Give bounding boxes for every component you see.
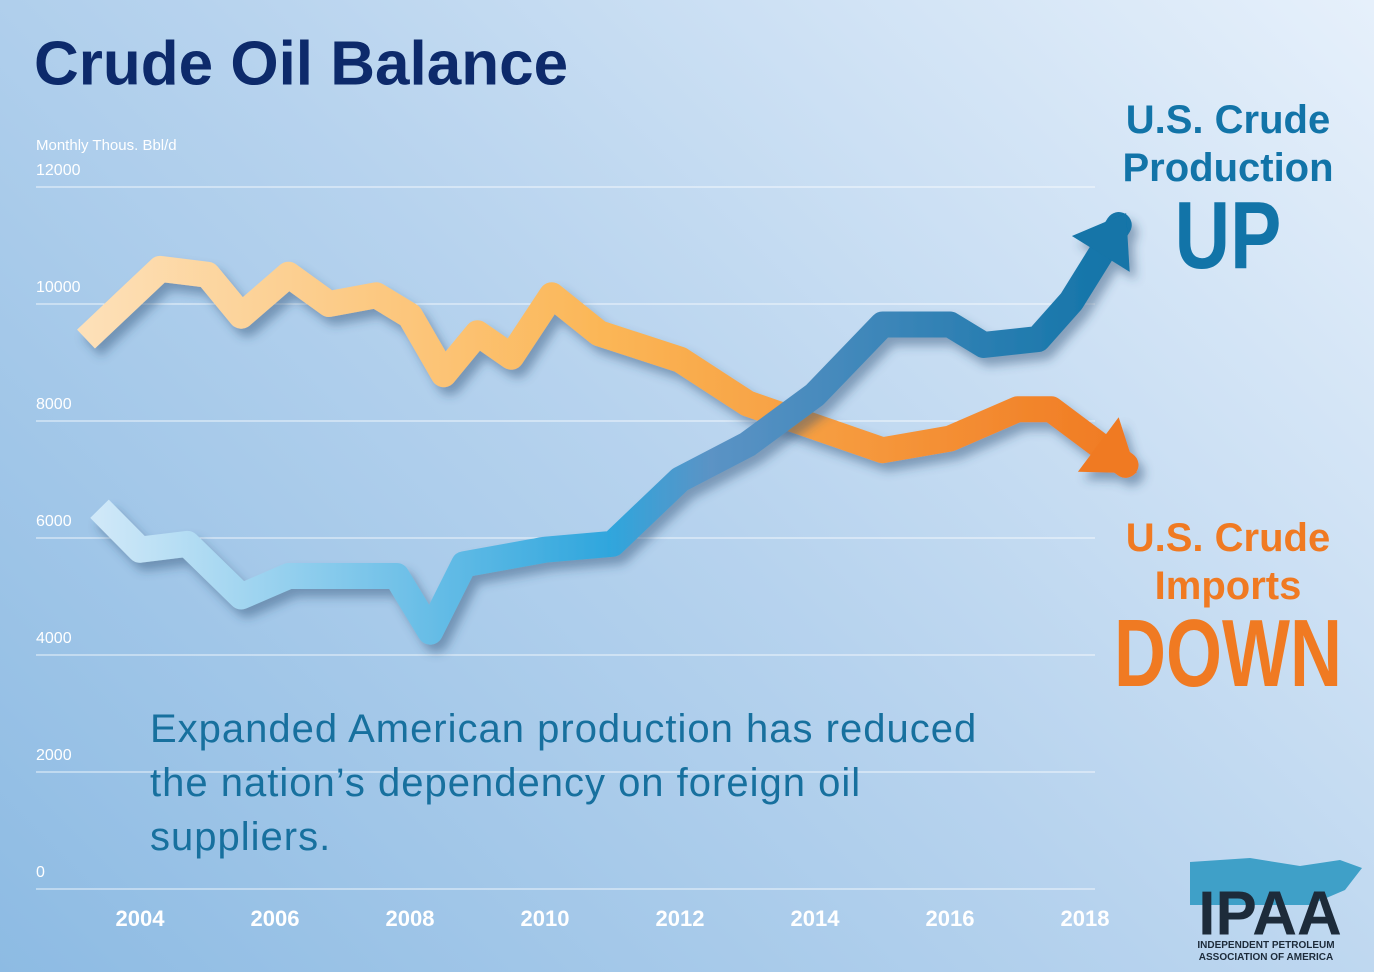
y-axis-label: Monthly Thous. Bbl/d xyxy=(36,137,177,154)
y-tick-label: 10000 xyxy=(36,279,81,296)
y-tick-label: 0 xyxy=(36,864,45,881)
y-tick-label: 4000 xyxy=(36,630,72,647)
y-tick-label: 12000 xyxy=(36,162,81,179)
logo-subtitle: INDEPENDENT PETROLEUM ASSOCIATION OF AME… xyxy=(1197,940,1335,963)
imports-down: DOWN xyxy=(1114,600,1342,707)
x-tick-label: 2018 xyxy=(1061,906,1110,931)
y-tick-label: 2000 xyxy=(36,747,72,764)
series-line xyxy=(90,212,1132,645)
production-up: UP xyxy=(1174,182,1282,289)
chart-title: Crude Oil Balance xyxy=(34,29,568,98)
x-tick-label: 2004 xyxy=(116,906,166,931)
x-tick-label: 2012 xyxy=(656,906,705,931)
series-group xyxy=(77,255,1139,478)
logo-map xyxy=(1190,858,1362,905)
x-tick-label: 2008 xyxy=(386,906,435,931)
series-line xyxy=(77,255,1139,478)
x-tick-label: 2010 xyxy=(521,906,570,931)
logo-name: IPAA xyxy=(1198,879,1342,948)
imports-label: U.S. Crude Imports xyxy=(1125,516,1331,608)
x-tick-label: 2014 xyxy=(791,906,841,931)
x-tick-label: 2016 xyxy=(926,906,975,931)
production-label: U.S. Crude Production xyxy=(1122,98,1334,190)
x-tick-label: 2006 xyxy=(251,906,300,931)
arrowhead xyxy=(1077,417,1137,474)
body-text: Expanded American production has reduced… xyxy=(150,707,978,859)
arrowhead xyxy=(1071,213,1130,272)
y-tick-label: 6000 xyxy=(36,513,72,530)
series-group xyxy=(90,212,1132,645)
y-tick-label: 8000 xyxy=(36,396,72,413)
